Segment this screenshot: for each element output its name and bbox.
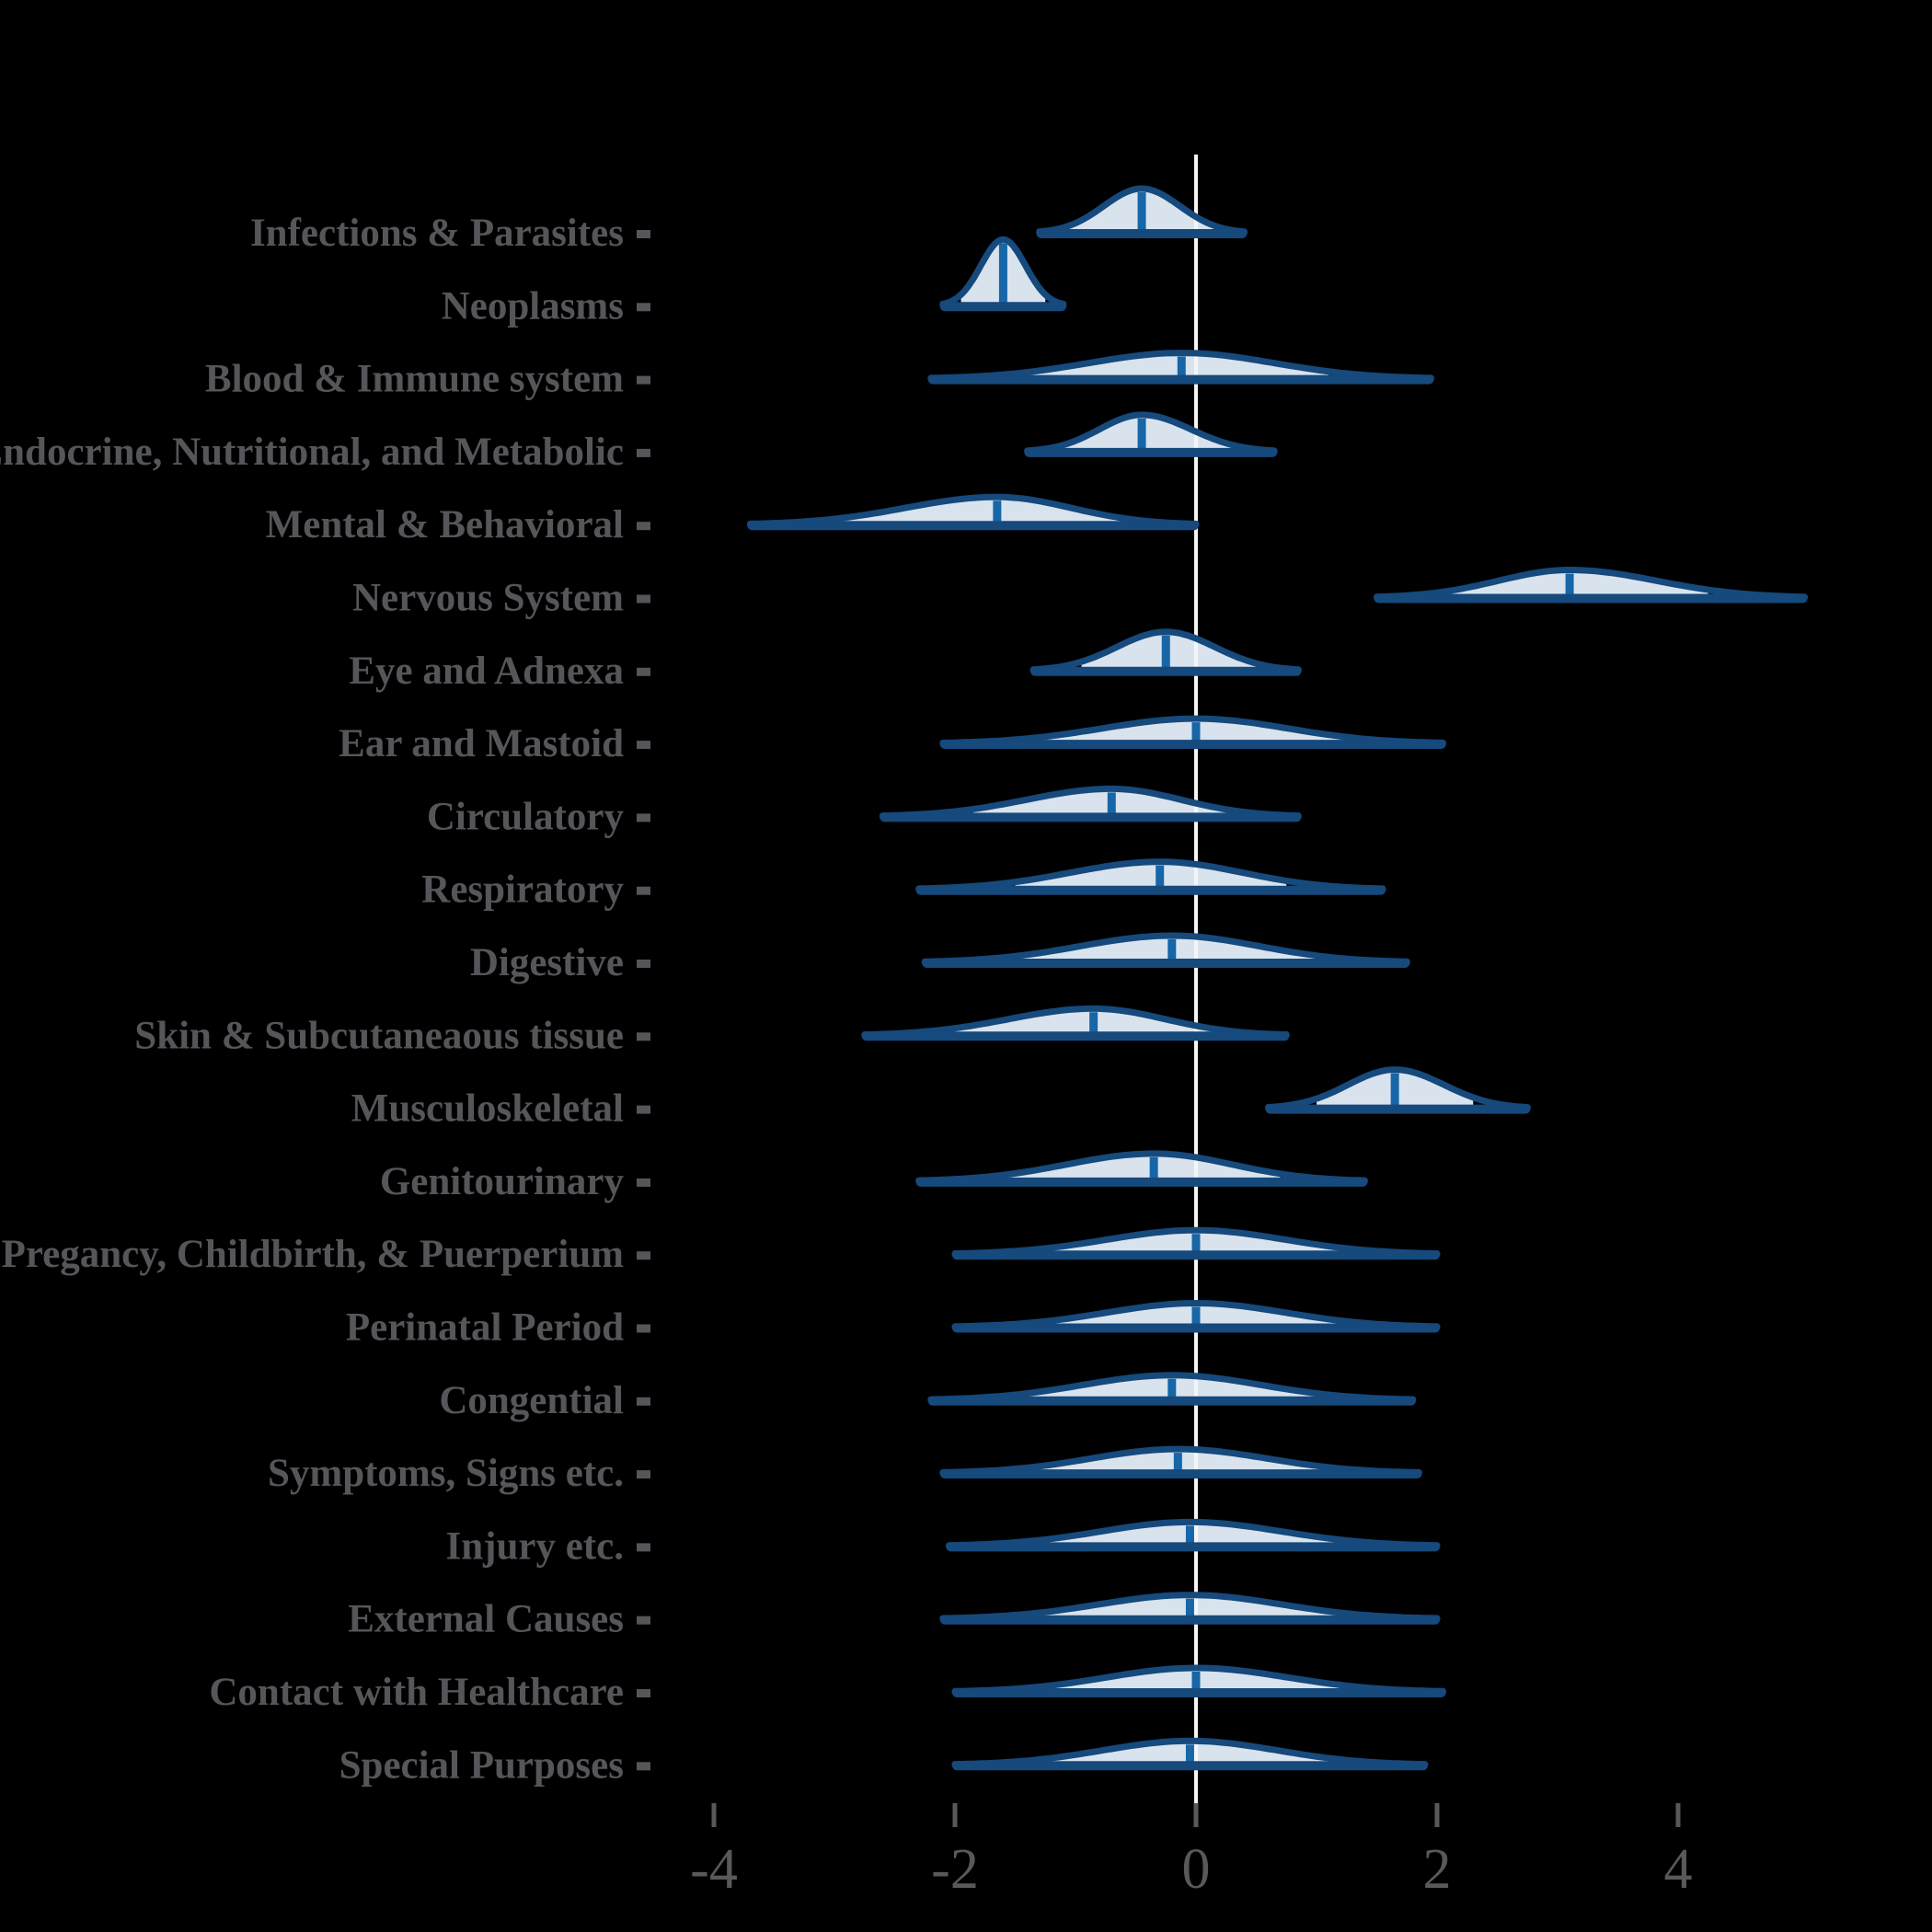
density-outline — [927, 1372, 1417, 1404]
category-label: Nervous System — [352, 577, 624, 620]
category-label: Symptoms, Signs etc. — [268, 1452, 624, 1495]
category-label: Perinatal Period — [346, 1306, 624, 1350]
density-outline — [915, 858, 1386, 893]
category-label: Blood & Immune system — [205, 358, 624, 401]
density-outline — [945, 1518, 1441, 1549]
category-label: Neoplasms — [442, 284, 624, 328]
density-outline — [1374, 567, 1809, 601]
category-tick-icon — [637, 303, 650, 312]
category-label: Infections & Parasites — [250, 212, 624, 255]
category-label: Digestive — [470, 941, 624, 984]
category-label: Congential — [439, 1379, 624, 1422]
category-tick-icon — [637, 1251, 650, 1260]
category-tick-icon — [637, 1032, 650, 1041]
density-outline — [1036, 185, 1248, 236]
category-tick-icon — [637, 1324, 650, 1333]
category-tick-icon — [637, 522, 650, 531]
x-axis-tick-label: 4 — [1664, 1838, 1693, 1901]
density-outline — [1024, 411, 1278, 455]
density-outline — [939, 236, 1067, 309]
density-outline — [1029, 628, 1302, 674]
category-tick-icon — [637, 1543, 650, 1552]
density-outline — [951, 1300, 1441, 1330]
density-outline — [951, 1664, 1447, 1696]
density-fill — [1027, 1449, 1341, 1474]
density-outline — [915, 1150, 1368, 1185]
density-outline — [939, 715, 1447, 747]
category-label: Endocrine, Nutritional, and Metabolic — [0, 431, 624, 474]
x-axis-tick-label: 2 — [1423, 1838, 1452, 1901]
category-label: Contact with Healthcare — [209, 1671, 624, 1714]
density-fill — [1063, 414, 1233, 452]
density-outlines — [746, 185, 1809, 1771]
category-label: Genitourinary — [380, 1160, 625, 1203]
axes: Infections & Parasites Neoplasms Blood & I… — [0, 212, 1693, 1901]
category-label: Musculoskeletal — [351, 1087, 624, 1131]
category-label: External Causes — [348, 1598, 624, 1641]
category-tick-icon — [637, 813, 650, 822]
category-tick-icon — [637, 230, 650, 238]
density-outline — [746, 493, 1200, 528]
density-outline — [951, 1737, 1429, 1768]
category-tick-icon — [637, 375, 650, 385]
density-outline — [879, 785, 1302, 820]
category-tick-icon — [637, 741, 650, 750]
category-label: Respiratory — [421, 868, 624, 912]
category-label: Pregancy, Childbirth, & Puerperium — [2, 1233, 625, 1276]
category-label: Injury etc. — [446, 1524, 624, 1568]
density-fill — [1443, 569, 1708, 598]
density-outline — [921, 932, 1410, 966]
category-tick-icon — [637, 1689, 650, 1697]
category-label: Skin & Subcutaneaous tissue — [134, 1014, 624, 1057]
density-outline — [927, 350, 1434, 383]
category-tick-icon — [637, 886, 650, 895]
density-outline — [1265, 1066, 1531, 1112]
category-label: Ear and Mastoid — [339, 722, 624, 765]
x-axis-tick-label: 0 — [1182, 1838, 1211, 1901]
x-axis-tick-label: -2 — [931, 1838, 979, 1901]
density-outline — [861, 1005, 1290, 1039]
category-label: Special Purposes — [339, 1743, 624, 1787]
category-label: Eye and Adnexa — [349, 650, 624, 693]
category-tick-icon — [637, 1178, 650, 1187]
category-tick-icon — [637, 448, 650, 457]
density-outline — [939, 1592, 1441, 1623]
density-fill — [1021, 1374, 1335, 1400]
category-tick-icon — [637, 667, 650, 676]
x-axis-tick-label: -4 — [690, 1838, 738, 1901]
density-outline — [951, 1226, 1441, 1258]
category-label: Mental & Behavioral — [266, 503, 624, 546]
category-tick-icon — [637, 960, 650, 968]
category-tick-icon — [637, 594, 650, 604]
category-tick-icon — [637, 1105, 650, 1114]
category-tick-icon — [637, 1616, 650, 1625]
category-tick-icon — [637, 1762, 650, 1771]
category-tick-icon — [637, 1470, 650, 1479]
density-outline — [939, 1445, 1422, 1477]
category-label: Circulatory — [427, 795, 625, 838]
density-fill — [840, 497, 1124, 525]
category-tick-icon — [637, 1397, 650, 1406]
